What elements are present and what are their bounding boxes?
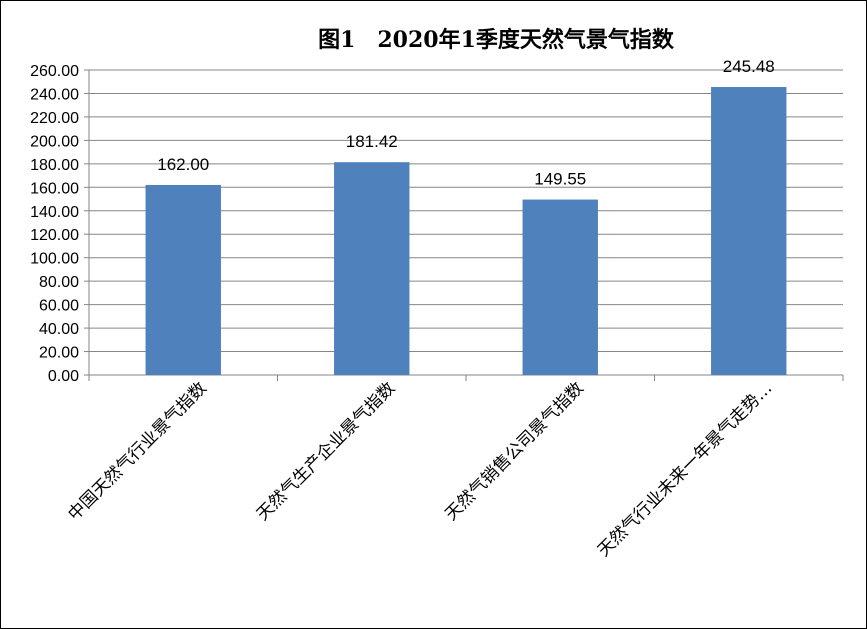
x-tick-label: 天然气生产企业景气指数 [253, 378, 399, 524]
chart-title: 图1 2020年1季度天然气景气指数 [318, 27, 675, 53]
y-tick-label: 260.00 [30, 63, 79, 80]
bar [522, 199, 598, 375]
data-labels: 162.00 181.42 149.55 245.48 [157, 57, 775, 189]
y-tick-label: 60.00 [39, 298, 79, 315]
y-tick-label: 220.00 [30, 110, 79, 127]
y-tick-label: 180.00 [30, 157, 79, 174]
y-tick-label: 20.00 [39, 345, 79, 362]
y-tick-label: 100.00 [30, 251, 79, 268]
y-tick-label: 40.00 [39, 321, 79, 338]
bar-data-label: 162.00 [157, 155, 209, 174]
x-tick-label: 中国天然气行业景气指数 [64, 378, 210, 524]
bar [334, 162, 410, 375]
x-axis-tick-labels: 中国天然气行业景气指数 天然气生产企业景气指数 天然气销售公司景气指数 天然气行业未来… [64, 378, 776, 560]
bar [711, 87, 787, 375]
bar-data-label: 245.48 [723, 57, 775, 76]
y-tick-label: 80.00 [39, 274, 79, 291]
x-tick-label: 天然气行业未来一年景气走势… [594, 378, 776, 560]
bar-data-label: 181.42 [346, 132, 398, 151]
y-tick-label: 200.00 [30, 133, 79, 150]
y-tick-label: 120.00 [30, 227, 79, 244]
y-tick-label: 240.00 [30, 86, 79, 103]
y-tick-label: 140.00 [30, 204, 79, 221]
bar [145, 184, 221, 375]
y-axis-tick-labels: 0.00 20.00 40.00 60.00 80.00 100.00 120.00 140.… [30, 63, 79, 385]
x-tick-label: 天然气销售公司景气指数 [441, 378, 587, 524]
y-tick-label: 0.00 [48, 368, 79, 385]
y-tick-label: 160.00 [30, 180, 79, 197]
bar-data-label: 149.55 [534, 170, 586, 189]
bars [145, 87, 787, 375]
